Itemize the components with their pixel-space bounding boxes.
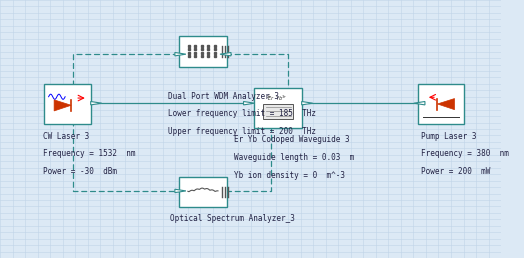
Polygon shape [91, 101, 102, 105]
Text: Er Yb Codoped Waveguide 3: Er Yb Codoped Waveguide 3 [234, 135, 350, 144]
Text: Dual Port WDM Analyzer 3: Dual Port WDM Analyzer 3 [168, 92, 279, 101]
Text: Power = -30  dBm: Power = -30 dBm [42, 167, 117, 176]
Polygon shape [244, 101, 255, 105]
Polygon shape [414, 101, 425, 105]
Polygon shape [54, 100, 71, 111]
FancyBboxPatch shape [44, 85, 92, 125]
Text: Waveguide length = 0.03  m: Waveguide length = 0.03 m [234, 153, 354, 162]
FancyBboxPatch shape [419, 85, 464, 125]
Text: Yb ion density = 0  m^-3: Yb ion density = 0 m^-3 [234, 171, 345, 180]
Text: Er  Yb: Er Yb [268, 96, 283, 101]
Text: Frequency = 380  nm: Frequency = 380 nm [421, 149, 509, 158]
FancyBboxPatch shape [179, 36, 227, 67]
Text: Frequency = 1532  nm: Frequency = 1532 nm [42, 149, 135, 158]
Polygon shape [175, 52, 186, 56]
Text: Power = 200  mW: Power = 200 mW [421, 167, 490, 176]
Text: Optical Spectrum Analyzer_3: Optical Spectrum Analyzer_3 [170, 214, 295, 223]
Polygon shape [438, 99, 454, 110]
Text: Pump Laser 3: Pump Laser 3 [421, 132, 476, 141]
FancyBboxPatch shape [263, 104, 293, 119]
Text: 2+: 2+ [267, 95, 272, 99]
Text: 3+: 3+ [282, 95, 287, 99]
Text: Lower frequency limit = 185  THz: Lower frequency limit = 185 THz [168, 109, 316, 118]
Text: CW Laser 3: CW Laser 3 [42, 132, 89, 141]
FancyBboxPatch shape [254, 88, 302, 128]
Polygon shape [302, 101, 313, 105]
FancyBboxPatch shape [179, 178, 227, 207]
Text: Upper frequency limit = 200  THz: Upper frequency limit = 200 THz [168, 127, 316, 136]
Polygon shape [175, 189, 186, 193]
Polygon shape [220, 52, 231, 56]
